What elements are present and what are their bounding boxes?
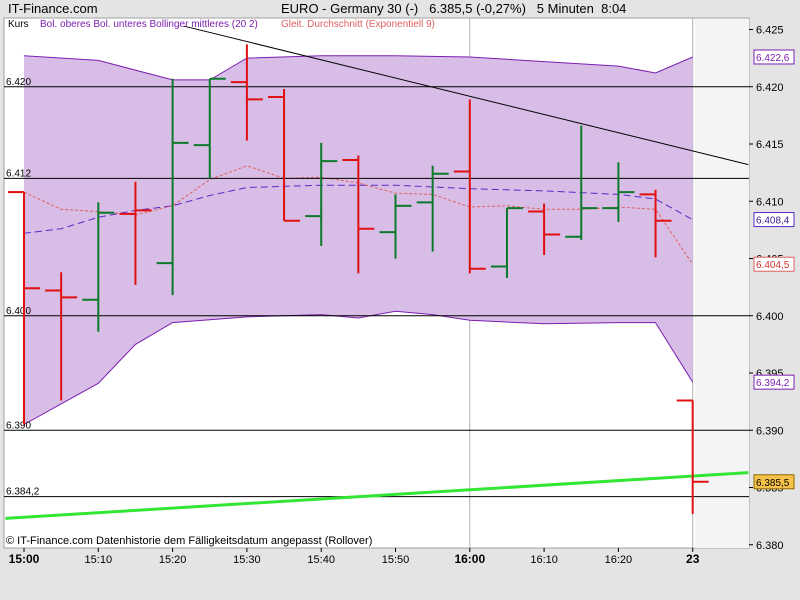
ohlc-bar xyxy=(8,191,40,425)
ohlc-bar xyxy=(490,207,523,278)
value-tag-label: 6.422,6 xyxy=(756,53,790,64)
legend-bollinger: Bol. oberes Bol. unteres Bollinger mittl… xyxy=(40,19,258,30)
bollinger-upper-line xyxy=(23,55,693,81)
x-tick-label: 15:10 xyxy=(85,554,113,566)
chart-headline: EURO - Germany 30 (-) 6.385,5 (-0,27%) 5… xyxy=(281,1,626,16)
ohlc-bar xyxy=(453,99,486,274)
ohlc-bar xyxy=(305,142,338,246)
value-tag-box xyxy=(753,474,795,490)
y-tick-label: 6.425 xyxy=(756,25,784,37)
y-tick-label: 6.380 xyxy=(756,540,784,552)
x-tick-label: 23 xyxy=(686,552,700,566)
quote-time: 8:04 xyxy=(601,1,627,16)
chart-footer: © IT-Finance.com Datenhistorie dem Fälli… xyxy=(6,535,372,547)
hline-label: 6.390 xyxy=(6,420,31,431)
hline-label: 6.420 xyxy=(6,77,31,88)
value-tag: 6.404,5 xyxy=(753,256,795,272)
bollinger-lower-line xyxy=(23,310,694,425)
trendline xyxy=(183,25,749,166)
ohlc-bar xyxy=(639,189,672,258)
chart-header: IT-Finance.com EURO - Germany 30 (-) 6.3… xyxy=(0,0,800,18)
ohlc-bar xyxy=(676,399,709,514)
ohlc-bar xyxy=(528,203,561,256)
value-tag: 6.408,4 xyxy=(753,212,795,228)
interval-label: 5 Minuten xyxy=(536,1,594,16)
x-tick-label: 15:50 xyxy=(382,554,410,566)
ohlc-bar xyxy=(342,155,375,274)
y-axis-ticks: 6.3806.3856.3906.3956.4006.4056.4106.415… xyxy=(749,25,784,552)
x-axis-ticks: 15:00 15:10 15:20 15:30 15:40 15:50 16:00 16:10… xyxy=(9,548,700,566)
horizontal-lines: 6.420 6.412 6.400 6.390 6.384,2 xyxy=(4,77,749,498)
value-tag-box xyxy=(753,374,795,390)
ohlc-bar xyxy=(156,78,189,296)
value-tags: 6.422,6 6.408,4 6.404,5 6.394,2 6.385,5 xyxy=(753,49,795,490)
instrument-name: EURO - Germany 30 (-) xyxy=(281,1,419,16)
ohlc-bar xyxy=(193,77,226,179)
value-tag-label: 6.394,2 xyxy=(756,378,790,389)
legend-ema: Gleit. Durchschnitt (Exponentiell 9) xyxy=(281,19,435,30)
ohlc-bar xyxy=(416,165,449,252)
y-tick-label: 6.400 xyxy=(756,311,784,323)
ohlc-bar xyxy=(379,194,412,259)
x-tick-label: 15:20 xyxy=(159,554,187,566)
ohlc-bar xyxy=(565,125,598,241)
y-tick-label: 6.390 xyxy=(756,425,784,437)
hline-label: 6.400 xyxy=(6,306,31,317)
legend-kurs: Kurs xyxy=(8,19,29,30)
y-tick-label: 6.415 xyxy=(756,139,784,151)
future-region xyxy=(694,19,749,548)
x-tick-label: 16:10 xyxy=(530,554,558,566)
x-tick-label: 15:00 xyxy=(9,552,40,566)
ohlc-bar xyxy=(602,162,635,222)
ohlc-bar xyxy=(119,181,152,285)
x-tick-label: 16:20 xyxy=(605,554,633,566)
value-tag-box xyxy=(753,256,795,272)
x-tick-label: 15:30 xyxy=(233,554,261,566)
y-tick-label: 6.420 xyxy=(756,82,784,94)
value-tag-label: 6.408,4 xyxy=(756,216,790,227)
value-tag-box xyxy=(753,212,795,228)
x-tick-label: 15:40 xyxy=(307,554,335,566)
brand-label: IT-Finance.com xyxy=(8,1,98,16)
support-line xyxy=(5,471,749,520)
hline-label: 6.384,2 xyxy=(6,487,40,498)
y-tick-label: 6.410 xyxy=(756,196,784,208)
ohlc-bar xyxy=(82,202,115,332)
ohlc-bar xyxy=(230,44,263,141)
ohlc-bar xyxy=(45,272,78,401)
hline-label: 6.412 xyxy=(6,168,31,179)
ohlc-bars xyxy=(8,44,709,514)
value-tag: 6.385,5 xyxy=(753,474,795,490)
last-quote: 6.385,5 (-0,27%) xyxy=(429,1,526,16)
ohlc-bar xyxy=(268,89,301,222)
value-tag-label: 6.404,5 xyxy=(756,260,790,271)
value-tag: 6.394,2 xyxy=(753,374,795,390)
x-tick-label: 16:00 xyxy=(454,552,485,566)
value-tag-box xyxy=(753,49,795,65)
value-tag-label: 6.385,5 xyxy=(756,478,790,489)
value-tag: 6.422,6 xyxy=(753,49,795,65)
